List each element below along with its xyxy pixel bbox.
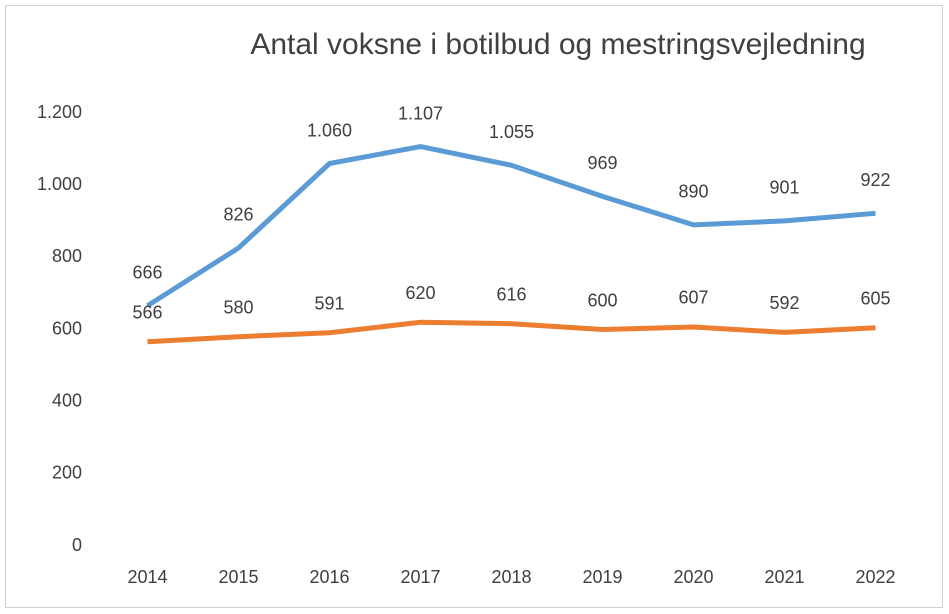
x-tick-label: 2019 bbox=[582, 567, 622, 587]
data-label: 591 bbox=[314, 293, 344, 313]
x-tick-label: 2016 bbox=[309, 567, 349, 587]
data-label: 592 bbox=[769, 293, 799, 313]
x-tick-label: 2015 bbox=[218, 567, 258, 587]
y-tick-label: 400 bbox=[52, 390, 82, 410]
x-tick-label: 2021 bbox=[764, 567, 804, 587]
x-tick-label: 2022 bbox=[855, 567, 895, 587]
data-label: 616 bbox=[496, 284, 526, 304]
y-tick-label: 200 bbox=[52, 463, 82, 483]
data-label: 566 bbox=[132, 303, 162, 323]
chart-title: Antal voksne i botilbud og mestringsvejl… bbox=[250, 28, 865, 61]
data-label: 605 bbox=[860, 288, 890, 308]
data-label: 620 bbox=[405, 283, 435, 303]
data-label: 890 bbox=[678, 182, 708, 202]
x-tick-label: 2017 bbox=[400, 567, 440, 587]
data-label: 580 bbox=[223, 297, 253, 317]
data-label: 1.107 bbox=[398, 103, 443, 123]
data-label: 922 bbox=[860, 170, 890, 190]
x-tick-label: 2018 bbox=[491, 567, 531, 587]
data-label: 607 bbox=[678, 288, 708, 308]
data-label: 600 bbox=[587, 290, 617, 310]
y-tick-label: 800 bbox=[52, 246, 82, 266]
series-line bbox=[147, 319, 876, 345]
y-tick-label: 1.200 bbox=[37, 102, 82, 122]
series-line bbox=[146, 144, 876, 308]
y-tick-label: 600 bbox=[52, 318, 82, 338]
y-tick-label: 0 bbox=[72, 535, 82, 555]
x-tick-label: 2020 bbox=[673, 567, 713, 587]
data-label: 826 bbox=[223, 205, 253, 225]
data-label: 666 bbox=[132, 262, 162, 282]
chart-border bbox=[5, 5, 943, 608]
y-tick-label: 1.000 bbox=[37, 174, 82, 194]
x-tick-label: 2014 bbox=[127, 567, 167, 587]
data-label: 901 bbox=[769, 178, 799, 198]
data-label: 1.055 bbox=[489, 122, 534, 142]
data-label: 969 bbox=[587, 153, 617, 173]
data-label: 1.060 bbox=[307, 120, 352, 140]
